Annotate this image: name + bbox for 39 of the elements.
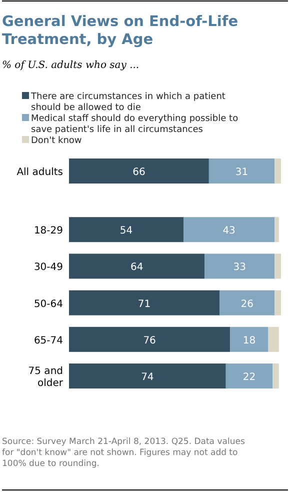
bar <box>183 217 275 242</box>
y-tick-label: All adults <box>16 167 63 178</box>
bar <box>69 290 220 316</box>
data-label: 33 <box>233 262 246 274</box>
bar <box>69 217 184 242</box>
data-label: 18 <box>242 335 256 346</box>
source-note: Source: Survey March 21-April 8, 2013. Q25. Data values for "don't know" are not shown. Figures may not add to 100% due to rounding. <box>2 437 246 469</box>
bar <box>204 254 275 279</box>
y-tick-label: 50-64 <box>34 298 63 310</box>
y-tick-label: 65-74 <box>34 335 63 346</box>
data-label: 71 <box>138 298 151 310</box>
y-tick-label: 75 and older <box>28 366 64 389</box>
bar <box>230 326 268 352</box>
data-label: 31 <box>235 167 248 178</box>
bar <box>268 326 279 352</box>
bar <box>274 290 281 316</box>
data-label: 22 <box>242 372 256 383</box>
data-label: 76 <box>143 335 156 346</box>
data-label: 43 <box>222 226 236 237</box>
bar <box>69 364 226 388</box>
data-label: 54 <box>120 226 133 237</box>
bar <box>274 254 281 279</box>
legend-label: Don't know <box>31 136 82 146</box>
data-label: 64 <box>130 262 144 274</box>
legend-label: There are circumstances in which a patient should be allowed to die <box>30 92 226 113</box>
data-label: 26 <box>240 298 254 310</box>
bar <box>220 290 275 316</box>
bar <box>274 217 279 242</box>
chart-title: General Views on End-of-Life Treatment, by Age <box>2 14 238 48</box>
bar <box>226 364 273 388</box>
y-tick-label: 18-29 <box>34 226 63 237</box>
bar <box>69 254 205 279</box>
bar <box>69 326 230 352</box>
chart-subtitle: % of U.S. adults who say ... <box>2 60 140 71</box>
data-label: 74 <box>141 372 154 383</box>
legend-label: Medical staff should do everything possible to save patient's life in all circumstances <box>31 114 239 135</box>
bar <box>272 364 279 388</box>
data-label: 66 <box>132 167 146 178</box>
y-tick-label: 30-49 <box>34 262 63 274</box>
